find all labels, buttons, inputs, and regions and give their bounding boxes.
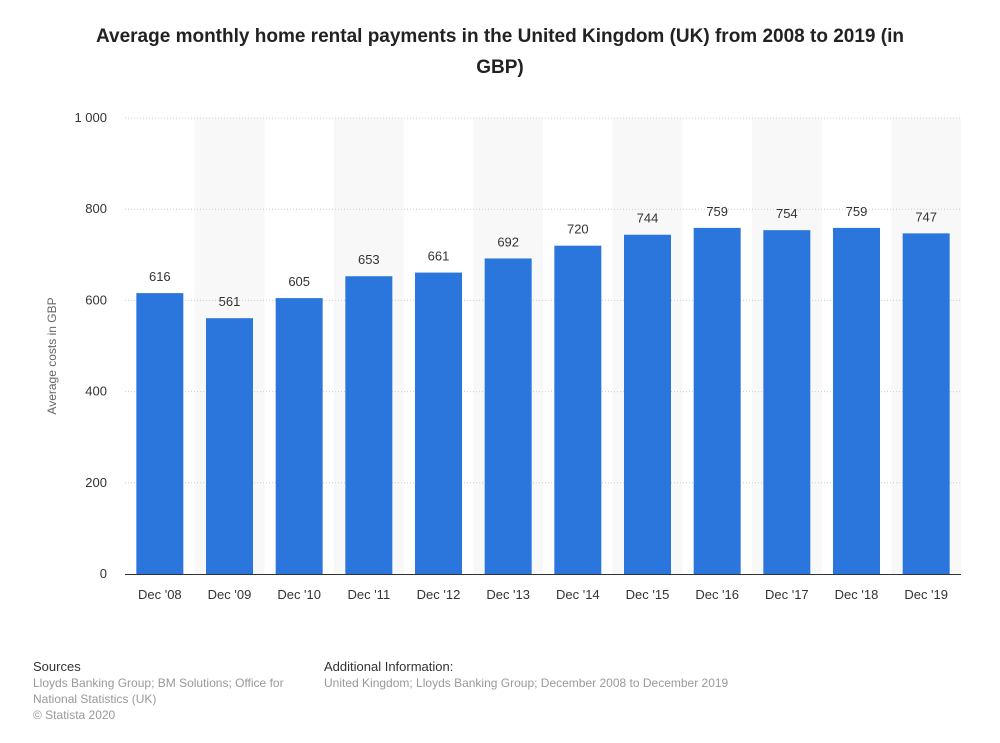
y-axis-ticks: 0 200 400 600 800 1 000 bbox=[74, 110, 107, 581]
x-tick-label: Dec '14 bbox=[556, 587, 600, 602]
x-axis-ticks: Dec '08 Dec '09 Dec '10 Dec '11 Dec '12 Dec '… bbox=[138, 587, 948, 602]
bar-chart: 0 200 400 600 800 1 000 616 561 605 653 661 692 720… bbox=[45, 110, 961, 602]
bar bbox=[554, 245, 602, 574]
x-tick-label: Dec '13 bbox=[486, 587, 530, 602]
x-tick-label: Dec '09 bbox=[208, 587, 252, 602]
x-tick-label: Dec '11 bbox=[347, 587, 390, 602]
sources-heading: Sources bbox=[33, 659, 81, 674]
data-label: 616 bbox=[149, 269, 171, 284]
sources-line-2: National Statistics (UK) bbox=[33, 692, 157, 706]
y-tick-label: 200 bbox=[85, 475, 107, 490]
data-label: 747 bbox=[915, 209, 937, 224]
x-tick-label: Dec '15 bbox=[626, 587, 670, 602]
data-label: 720 bbox=[567, 222, 589, 237]
additional-info-block: Additional Information: United Kingdom; … bbox=[324, 658, 884, 691]
data-label: 759 bbox=[706, 204, 728, 219]
bar bbox=[206, 318, 253, 574]
sources-line-1: Lloyds Banking Group; BM Solutions; Offi… bbox=[33, 676, 284, 690]
x-tick-label: Dec '12 bbox=[417, 587, 461, 602]
bar bbox=[136, 293, 184, 574]
x-tick-label: Dec '16 bbox=[695, 587, 739, 602]
bar bbox=[415, 272, 462, 574]
x-tick-label: Dec '17 bbox=[765, 587, 809, 602]
data-labels: 616 561 605 653 661 692 720 744 759 754 759 747 bbox=[149, 204, 937, 309]
data-label: 754 bbox=[776, 206, 798, 221]
bars bbox=[136, 227, 950, 575]
y-tick-label: 1 000 bbox=[74, 110, 107, 125]
data-label: 661 bbox=[428, 249, 450, 264]
y-tick-label: 0 bbox=[100, 566, 107, 581]
bar bbox=[693, 227, 741, 574]
y-tick-label: 400 bbox=[85, 384, 107, 399]
bar bbox=[902, 233, 950, 575]
data-label: 605 bbox=[288, 274, 310, 289]
bar bbox=[833, 227, 880, 574]
gridlines bbox=[125, 117, 961, 484]
y-tick-label: 800 bbox=[85, 201, 107, 216]
data-label: 744 bbox=[637, 211, 659, 226]
bar bbox=[624, 234, 671, 574]
x-tick-label: Dec '08 bbox=[138, 587, 182, 602]
data-label: 759 bbox=[846, 204, 868, 219]
data-label: 561 bbox=[219, 294, 241, 309]
additional-info-text: United Kingdom; Lloyds Banking Group; De… bbox=[324, 676, 729, 690]
y-axis-label: Average costs in GBP bbox=[45, 297, 59, 414]
x-tick-label: Dec '18 bbox=[835, 587, 879, 602]
x-tick-label: Dec '10 bbox=[277, 587, 321, 602]
bar bbox=[484, 258, 532, 574]
bar bbox=[763, 230, 811, 574]
y-tick-label: 600 bbox=[85, 292, 107, 307]
bar bbox=[275, 298, 323, 574]
copyright-line: © Statista 2020 bbox=[33, 708, 116, 722]
bar bbox=[345, 276, 393, 574]
additional-info-heading: Additional Information: bbox=[324, 659, 454, 674]
sources-block: Sources Lloyds Banking Group; BM Solutio… bbox=[33, 658, 313, 723]
data-label: 692 bbox=[497, 234, 519, 249]
x-tick-label: Dec '19 bbox=[904, 587, 948, 602]
chart-title: Average monthly home rental payments in … bbox=[96, 26, 904, 78]
data-label: 653 bbox=[358, 252, 380, 267]
